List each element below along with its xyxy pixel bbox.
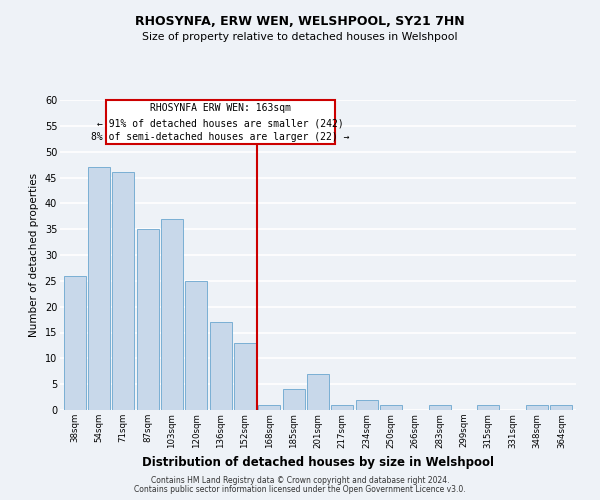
Text: RHOSYNFA, ERW WEN, WELSHPOOL, SY21 7HN: RHOSYNFA, ERW WEN, WELSHPOOL, SY21 7HN [135,15,465,28]
Text: 8% of semi-detached houses are larger (22) →: 8% of semi-detached houses are larger (2… [91,132,350,142]
Bar [259,405,280,410]
Bar [185,281,207,410]
Text: Contains HM Land Registry data © Crown copyright and database right 2024.: Contains HM Land Registry data © Crown c… [151,476,449,485]
Bar [161,219,183,410]
Text: ← 91% of detached houses are smaller (242): ← 91% of detached houses are smaller (24… [97,118,344,128]
Y-axis label: Number of detached properties: Number of detached properties [29,173,39,337]
Bar [137,229,158,410]
Bar [64,276,86,410]
FancyBboxPatch shape [106,100,335,144]
X-axis label: Distribution of detached houses by size in Welshpool: Distribution of detached houses by size … [142,456,494,469]
Bar [112,172,134,410]
Bar [331,405,353,410]
Bar [307,374,329,410]
Text: Size of property relative to detached houses in Welshpool: Size of property relative to detached ho… [142,32,458,42]
Bar [550,405,572,410]
Bar [526,405,548,410]
Bar [356,400,377,410]
Bar [209,322,232,410]
Bar [88,167,110,410]
Text: Contains public sector information licensed under the Open Government Licence v3: Contains public sector information licen… [134,485,466,494]
Bar [283,390,305,410]
Text: RHOSYNFA ERW WEN: 163sqm: RHOSYNFA ERW WEN: 163sqm [150,103,291,113]
Bar [429,405,451,410]
Bar [380,405,402,410]
Bar [478,405,499,410]
Bar [234,343,256,410]
